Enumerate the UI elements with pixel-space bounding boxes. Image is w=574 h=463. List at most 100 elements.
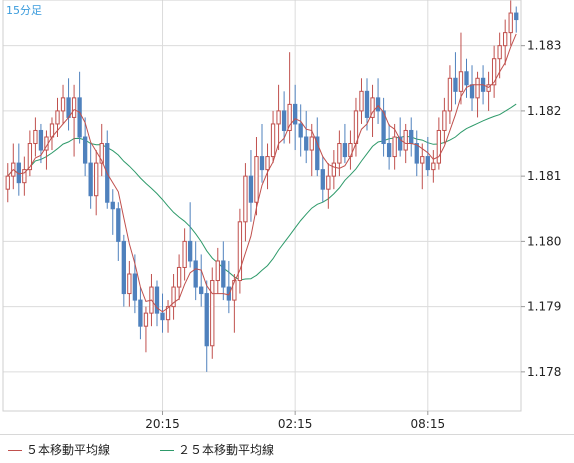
candle-body	[503, 32, 508, 47]
candle-body	[409, 129, 414, 145]
x-tick-label: 08:15	[411, 417, 446, 431]
candle-body	[66, 97, 71, 118]
candle-body	[88, 162, 93, 197]
candle-body	[5, 175, 10, 190]
candle-body	[38, 129, 44, 151]
ma25-label: ２５本移動平均線	[178, 443, 275, 457]
candle-body	[436, 129, 442, 164]
legend-item-ma25: ２５本移動平均線	[160, 441, 274, 458]
candle-body	[464, 71, 469, 86]
candle-body	[210, 280, 215, 347]
ma5-label: ５本移動平均線	[26, 443, 111, 457]
candle-body	[259, 156, 265, 171]
ma25-swatch	[160, 450, 174, 451]
candlestick-chart: 1.178 1.179 1.180 1.181 1.182 1.183 20:15 02:1…	[2, 0, 562, 431]
candle-body	[160, 312, 165, 321]
candle-body	[359, 90, 364, 112]
candle-body	[171, 286, 176, 308]
candle-body	[331, 162, 337, 177]
candle-body	[127, 273, 132, 295]
candle-body	[71, 97, 77, 118]
candle-body	[276, 110, 281, 125]
candle-body	[403, 129, 408, 151]
candle-body	[193, 260, 198, 288]
candle-body	[270, 123, 276, 158]
candle-body	[442, 110, 447, 131]
timeframe-label: 15分足	[6, 4, 42, 17]
candle-body	[281, 110, 287, 131]
candle-body	[381, 110, 386, 145]
x-tick-label: 20:15	[145, 417, 180, 431]
ma5-line	[7, 33, 517, 313]
candle-body	[176, 266, 182, 288]
candle-body	[309, 136, 314, 151]
candle-body	[110, 201, 115, 210]
candle-body	[353, 110, 359, 145]
candle-body	[287, 103, 292, 131]
ma5-series	[7, 33, 517, 313]
candle-body	[143, 312, 149, 327]
candle-body	[182, 240, 187, 268]
ma25-line	[7, 103, 517, 281]
candle-body	[165, 306, 171, 321]
candle-body	[215, 260, 220, 282]
candle-body	[425, 156, 430, 171]
candle-body	[514, 12, 519, 21]
candle-body	[386, 143, 392, 158]
candle-body	[398, 136, 403, 151]
candle-body	[364, 90, 370, 118]
candle-body	[82, 136, 88, 164]
candle-body	[187, 240, 193, 262]
candle-body	[265, 156, 270, 171]
candle-body	[154, 286, 160, 314]
candle-body	[248, 175, 254, 203]
candle-body	[315, 136, 320, 171]
candle-body	[431, 162, 436, 171]
candle-body	[392, 136, 397, 158]
candle-body	[293, 103, 298, 125]
candle-body	[254, 156, 259, 203]
candle-body	[237, 221, 243, 282]
candle-body	[77, 97, 82, 138]
candle-body	[420, 156, 425, 164]
ma25-series	[7, 103, 517, 281]
candle-body	[453, 77, 458, 92]
candle-body	[199, 286, 204, 295]
candle-body	[458, 71, 464, 92]
candle-body	[60, 97, 66, 112]
x-axis: 20:15 02:15 08:15	[145, 411, 445, 431]
candle-body	[298, 123, 303, 138]
y-tick-label: 1.182	[527, 104, 561, 118]
candle-body	[138, 299, 143, 327]
candle-body	[243, 175, 248, 223]
candle-body	[55, 110, 60, 125]
candle-body	[469, 84, 475, 99]
candle-body	[508, 12, 513, 34]
candle-body	[491, 58, 497, 86]
x-tick-label: 02:15	[278, 417, 313, 431]
ma5-swatch	[8, 450, 22, 451]
y-tick-label: 1.178	[527, 365, 561, 379]
candle-body	[475, 77, 480, 99]
candle-body	[375, 97, 381, 112]
candle-body	[447, 77, 453, 112]
candle-body	[232, 280, 237, 301]
candle-body	[326, 175, 331, 190]
candle-body	[121, 240, 126, 295]
candle-body	[370, 97, 375, 118]
legend: ５本移動平均線 ２５本移動平均線	[0, 434, 574, 463]
candle-body	[27, 143, 33, 171]
candle-body	[221, 260, 226, 288]
candle-body	[486, 84, 491, 92]
candle-body	[320, 169, 325, 190]
y-tick-label: 1.181	[527, 169, 561, 183]
plot-border	[2, 0, 522, 412]
candle-body	[33, 129, 38, 145]
candle-body	[414, 143, 419, 164]
y-axis: 1.178 1.179 1.180 1.181 1.182 1.183	[521, 39, 561, 379]
legend-item-ma5: ５本移動平均線	[8, 441, 110, 458]
candle-body	[497, 45, 502, 60]
y-tick-label: 1.180	[527, 234, 561, 248]
candle-body	[94, 162, 99, 197]
y-tick-label: 1.183	[527, 39, 561, 53]
